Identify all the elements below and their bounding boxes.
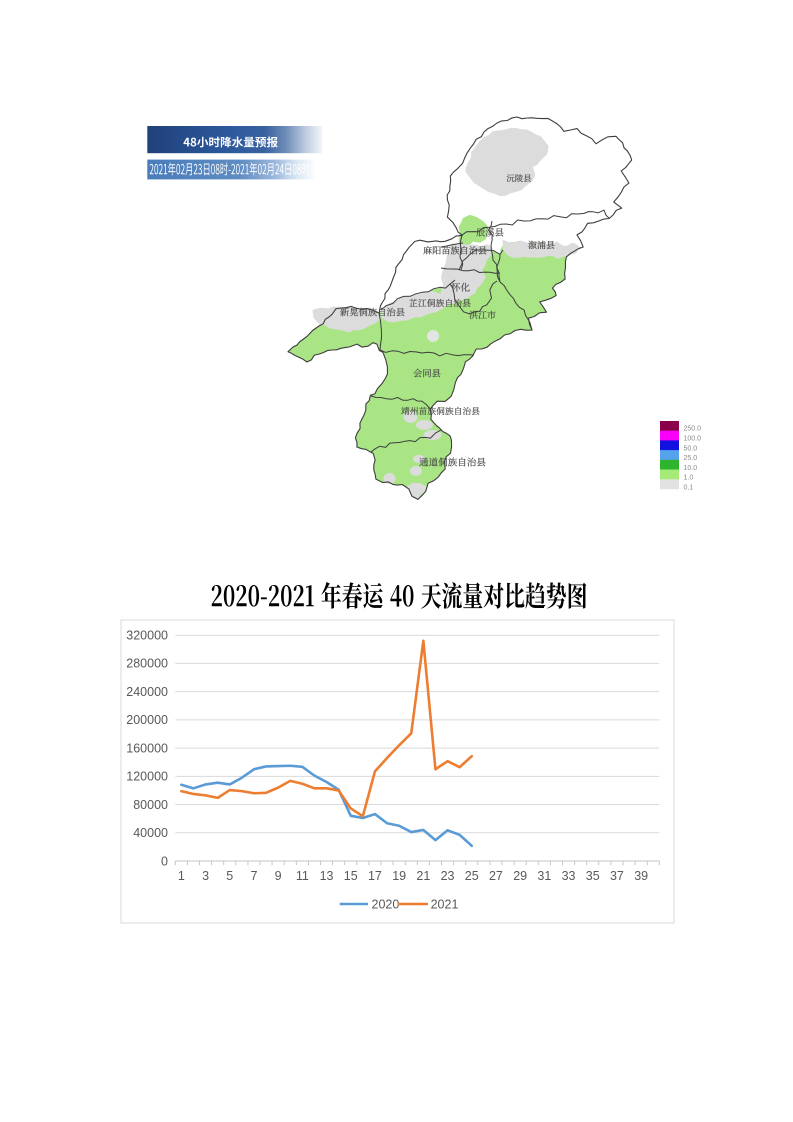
svg-text:29: 29	[513, 869, 527, 883]
svg-text:27: 27	[489, 869, 503, 883]
svg-text:40000: 40000	[133, 826, 168, 840]
svg-text:240000: 240000	[126, 685, 168, 699]
svg-text:9: 9	[275, 869, 282, 883]
svg-text:1: 1	[178, 869, 185, 883]
svg-text:5: 5	[226, 869, 233, 883]
svg-text:50.0: 50.0	[684, 445, 698, 452]
svg-text:15: 15	[344, 869, 358, 883]
svg-text:100.0: 100.0	[684, 435, 702, 442]
svg-text:250.0: 250.0	[684, 426, 702, 433]
svg-text:160000: 160000	[126, 741, 168, 755]
svg-text:19: 19	[392, 869, 406, 883]
svg-text:17: 17	[368, 869, 382, 883]
svg-text:23: 23	[441, 869, 455, 883]
svg-text:2021: 2021	[431, 898, 459, 912]
svg-text:11: 11	[296, 869, 309, 883]
svg-text:10.0: 10.0	[684, 465, 698, 472]
svg-text:80000: 80000	[133, 798, 168, 812]
svg-text:25: 25	[465, 869, 479, 883]
svg-text:25.0: 25.0	[684, 455, 698, 462]
svg-text:31: 31	[537, 869, 551, 883]
svg-text:280000: 280000	[126, 657, 168, 671]
svg-text:320000: 320000	[126, 629, 168, 643]
svg-text:2020: 2020	[372, 898, 400, 912]
svg-text:1.0: 1.0	[684, 475, 694, 482]
svg-text:35: 35	[586, 869, 600, 883]
svg-text:7: 7	[250, 869, 257, 883]
svg-text:3: 3	[202, 869, 209, 883]
svg-text:0: 0	[161, 854, 168, 868]
svg-text:33: 33	[562, 869, 576, 883]
svg-text:39: 39	[634, 869, 648, 883]
svg-text:120000: 120000	[126, 770, 168, 784]
svg-text:0.1: 0.1	[684, 484, 694, 491]
svg-text:200000: 200000	[126, 713, 168, 727]
svg-text:21: 21	[416, 869, 430, 883]
svg-text:37: 37	[610, 869, 624, 883]
svg-text:13: 13	[320, 869, 334, 883]
